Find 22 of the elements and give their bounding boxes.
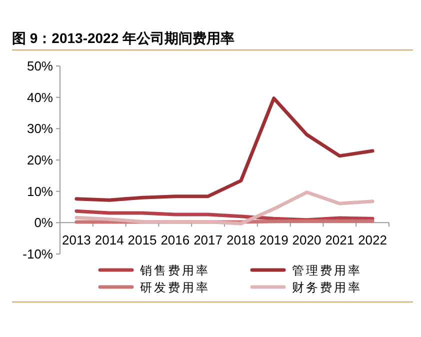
x-tick-label: 2017 [194, 232, 223, 248]
chart-title: 图 9：2013-2022 年公司期间费用率 [12, 30, 235, 46]
y-tick-label: 20% [26, 152, 54, 168]
y-tick-label: 50% [26, 58, 54, 74]
x-tick-label: 2021 [325, 232, 354, 248]
y-tick-label: 30% [26, 121, 54, 136]
legend-label: 销售费用率 [139, 264, 210, 278]
legend-label: 财务费用率 [292, 280, 362, 294]
x-tick-label: 2013 [62, 232, 91, 248]
x-tick-label: 2022 [358, 232, 388, 248]
x-tick-label: 2018 [226, 232, 256, 248]
x-tick-label: 2015 [128, 232, 157, 248]
y-tick-label: 40% [26, 90, 54, 105]
legend-label: 研发费用率 [140, 280, 210, 294]
y-tick-label: 0% [34, 215, 54, 230]
x-tick-label: 2020 [292, 232, 322, 248]
x-tick-label: 2014 [94, 232, 124, 248]
y-tick-label: -10% [22, 246, 54, 262]
x-tick-label: 2019 [259, 232, 288, 248]
x-tick-label: 2016 [160, 232, 190, 248]
y-tick-label: 10% [26, 184, 54, 199]
legend-label: 管理费用率 [292, 264, 362, 278]
